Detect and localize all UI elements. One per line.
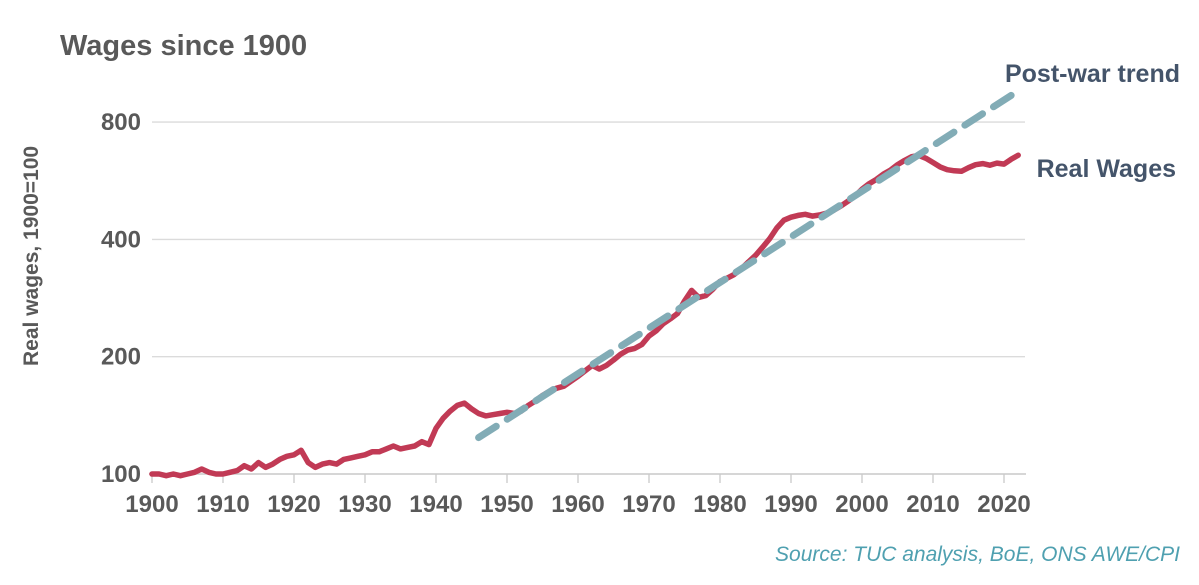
chart-title: Wages since 1900 (60, 30, 308, 62)
annotation-post-war-trend: Post-war trend (1004, 60, 1180, 88)
x-tick-label: 2020 (977, 491, 1030, 518)
x-tick-label: 1960 (551, 491, 604, 518)
real-wages-line (149, 152, 1021, 479)
x-tick-label: 1990 (764, 491, 817, 518)
post-war-trend-line (475, 85, 1026, 442)
x-tick-label: 1940 (409, 491, 462, 518)
x-tick-label: 1930 (338, 491, 391, 518)
x-tick-label: 1970 (622, 491, 675, 518)
x-tick-label: 1900 (125, 491, 178, 518)
y-tick-label: 800 (101, 109, 141, 136)
x-tick-label: 2000 (835, 491, 888, 518)
x-tick-label: 1980 (693, 491, 746, 518)
x-tick-label: 1950 (480, 491, 533, 518)
source-note: Source: TUC analysis, BoE, ONS AWE/CPI (775, 543, 1180, 566)
x-tick-label: 2010 (906, 491, 959, 518)
y-tick-label: 100 (101, 461, 141, 488)
x-tick-label: 1910 (196, 491, 249, 518)
annotation-real-wages: Real Wages (1036, 155, 1176, 183)
x-tick-label: 1920 (267, 491, 320, 518)
y-tick-label: 400 (101, 226, 141, 253)
y-tick-label: 200 (101, 344, 141, 371)
